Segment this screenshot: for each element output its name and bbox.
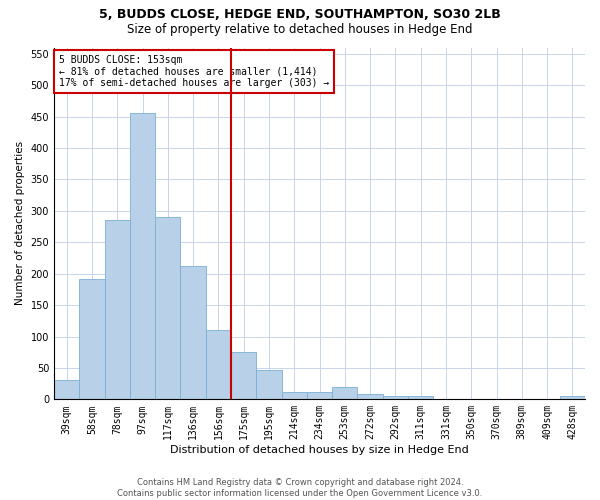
Bar xyxy=(79,278,104,400)
Text: Contains HM Land Registry data © Crown copyright and database right 2024.
Contai: Contains HM Land Registry data © Crown c… xyxy=(118,478,482,498)
Bar xyxy=(281,392,307,400)
Text: 5, BUDDS CLOSE, HEDGE END, SOUTHAMPTON, SO30 2LB: 5, BUDDS CLOSE, HEDGE END, SOUTHAMPTON, … xyxy=(99,8,501,20)
Bar xyxy=(206,330,231,400)
Bar xyxy=(383,396,408,400)
Bar xyxy=(408,396,433,400)
X-axis label: Distribution of detached houses by size in Hedge End: Distribution of detached houses by size … xyxy=(170,445,469,455)
Text: 5 BUDDS CLOSE: 153sqm
← 81% of detached houses are smaller (1,414)
17% of semi-d: 5 BUDDS CLOSE: 153sqm ← 81% of detached … xyxy=(59,54,329,88)
Bar xyxy=(231,352,256,400)
Bar xyxy=(307,392,332,400)
Y-axis label: Number of detached properties: Number of detached properties xyxy=(15,142,25,306)
Bar xyxy=(54,380,79,400)
Bar xyxy=(332,387,358,400)
Bar xyxy=(130,114,155,400)
Bar xyxy=(256,370,281,400)
Bar xyxy=(155,217,181,400)
Bar xyxy=(560,396,585,400)
Bar xyxy=(358,394,383,400)
Bar xyxy=(181,266,206,400)
Text: Size of property relative to detached houses in Hedge End: Size of property relative to detached ho… xyxy=(127,22,473,36)
Bar xyxy=(104,220,130,400)
